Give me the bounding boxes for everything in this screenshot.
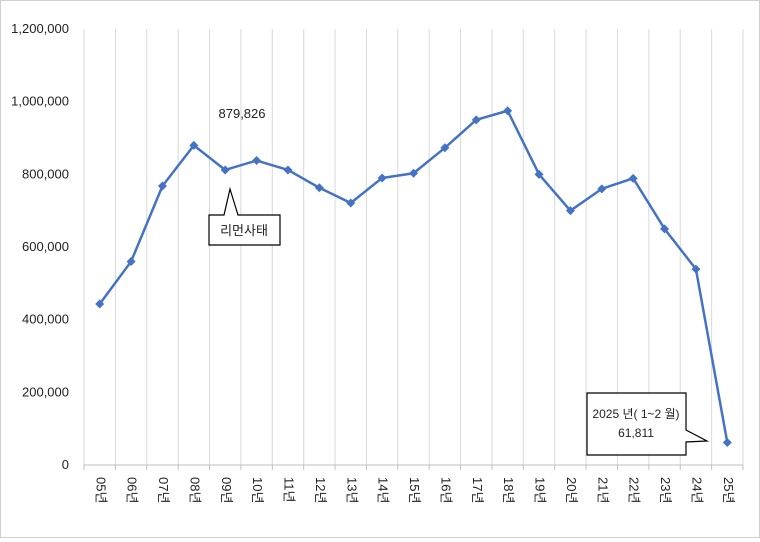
x-tick-label: 23년 <box>658 477 673 503</box>
x-tick-label: 20년 <box>564 477 579 503</box>
data-point-marker <box>157 181 167 191</box>
data-point-marker <box>409 168 418 178</box>
x-tick-label: 09년 <box>219 477 234 503</box>
data-point-marker <box>314 183 324 193</box>
y-tick-label: 0 <box>62 457 69 472</box>
data-point-marker <box>189 140 199 150</box>
x-tick-label: 05년 <box>93 477 108 503</box>
x-tick-label: 11년 <box>282 477 297 502</box>
data-point-marker <box>534 169 544 179</box>
axes <box>83 464 744 470</box>
event-callout-label: 리먼사태 <box>220 223 268 238</box>
data-point-marker <box>691 264 701 274</box>
x-tick-label: 12년 <box>313 477 328 503</box>
x-tick-label: 19년 <box>533 477 548 503</box>
latest-callout-line1: 2025 년( 1~2 월) <box>592 407 679 421</box>
data-point-marker <box>95 299 105 309</box>
data-point-marker <box>565 206 575 216</box>
latest-callout: 2025 년( 1~2 월) 61,811 <box>586 392 710 456</box>
data-point-marker <box>503 106 513 116</box>
gridlines <box>83 29 744 465</box>
y-tick-label: 1,000,000 <box>11 94 69 109</box>
peak-value-annotation: 879,826 <box>219 106 266 121</box>
data-point-marker <box>377 173 387 183</box>
y-tick-label: 1,200,000 <box>11 21 69 36</box>
data-point-marker <box>346 198 356 208</box>
event-callout-box <box>208 186 281 246</box>
x-tick-label: 24년 <box>689 477 704 503</box>
y-tick-labels: 0 200,000 400,000 600,000 800,000 1,000,000 1,… <box>11 21 69 472</box>
x-tick-label: 25년 <box>721 477 736 503</box>
y-tick-label: 800,000 <box>22 166 69 181</box>
x-tick-label: 22년 <box>627 477 642 503</box>
x-tick-labels: 05년 06년 07년 08년 09년 10년 11년 12년 13년 14년 15년 16년 17년 1… <box>93 477 736 503</box>
data-point-marker <box>722 438 732 448</box>
data-point-marker <box>628 173 638 183</box>
data-point-marker <box>597 184 607 194</box>
data-point-marker <box>440 143 450 153</box>
data-point-marker <box>471 115 481 125</box>
latest-callout-box <box>586 392 710 456</box>
x-tick-label: 10년 <box>250 477 265 503</box>
y-tick-label: 200,000 <box>22 384 69 399</box>
y-tick-label: 400,000 <box>22 312 69 327</box>
x-tick-label: 18년 <box>501 477 516 503</box>
x-tick-label: 13년 <box>344 477 359 503</box>
data-point-marker <box>660 224 670 234</box>
x-tick-label: 08년 <box>187 477 202 503</box>
x-tick-label: 17년 <box>470 477 485 503</box>
latest-callout-line2: 61,811 <box>618 426 654 440</box>
x-tick-label: 16년 <box>438 477 453 503</box>
y-tick-label: 600,000 <box>22 239 69 254</box>
event-callout: 리먼사태 <box>208 186 281 246</box>
data-point-marker <box>220 165 230 175</box>
data-point-marker <box>126 257 136 267</box>
data-point-marker <box>283 165 293 175</box>
series <box>95 106 732 448</box>
x-tick-label: 15년 <box>407 477 422 503</box>
x-tick-label: 06년 <box>125 477 140 503</box>
data-point-marker <box>252 156 262 166</box>
x-tick-label: 07년 <box>156 477 171 503</box>
x-tick-label: 14년 <box>376 477 391 503</box>
x-tick-label: 21년 <box>595 477 610 503</box>
